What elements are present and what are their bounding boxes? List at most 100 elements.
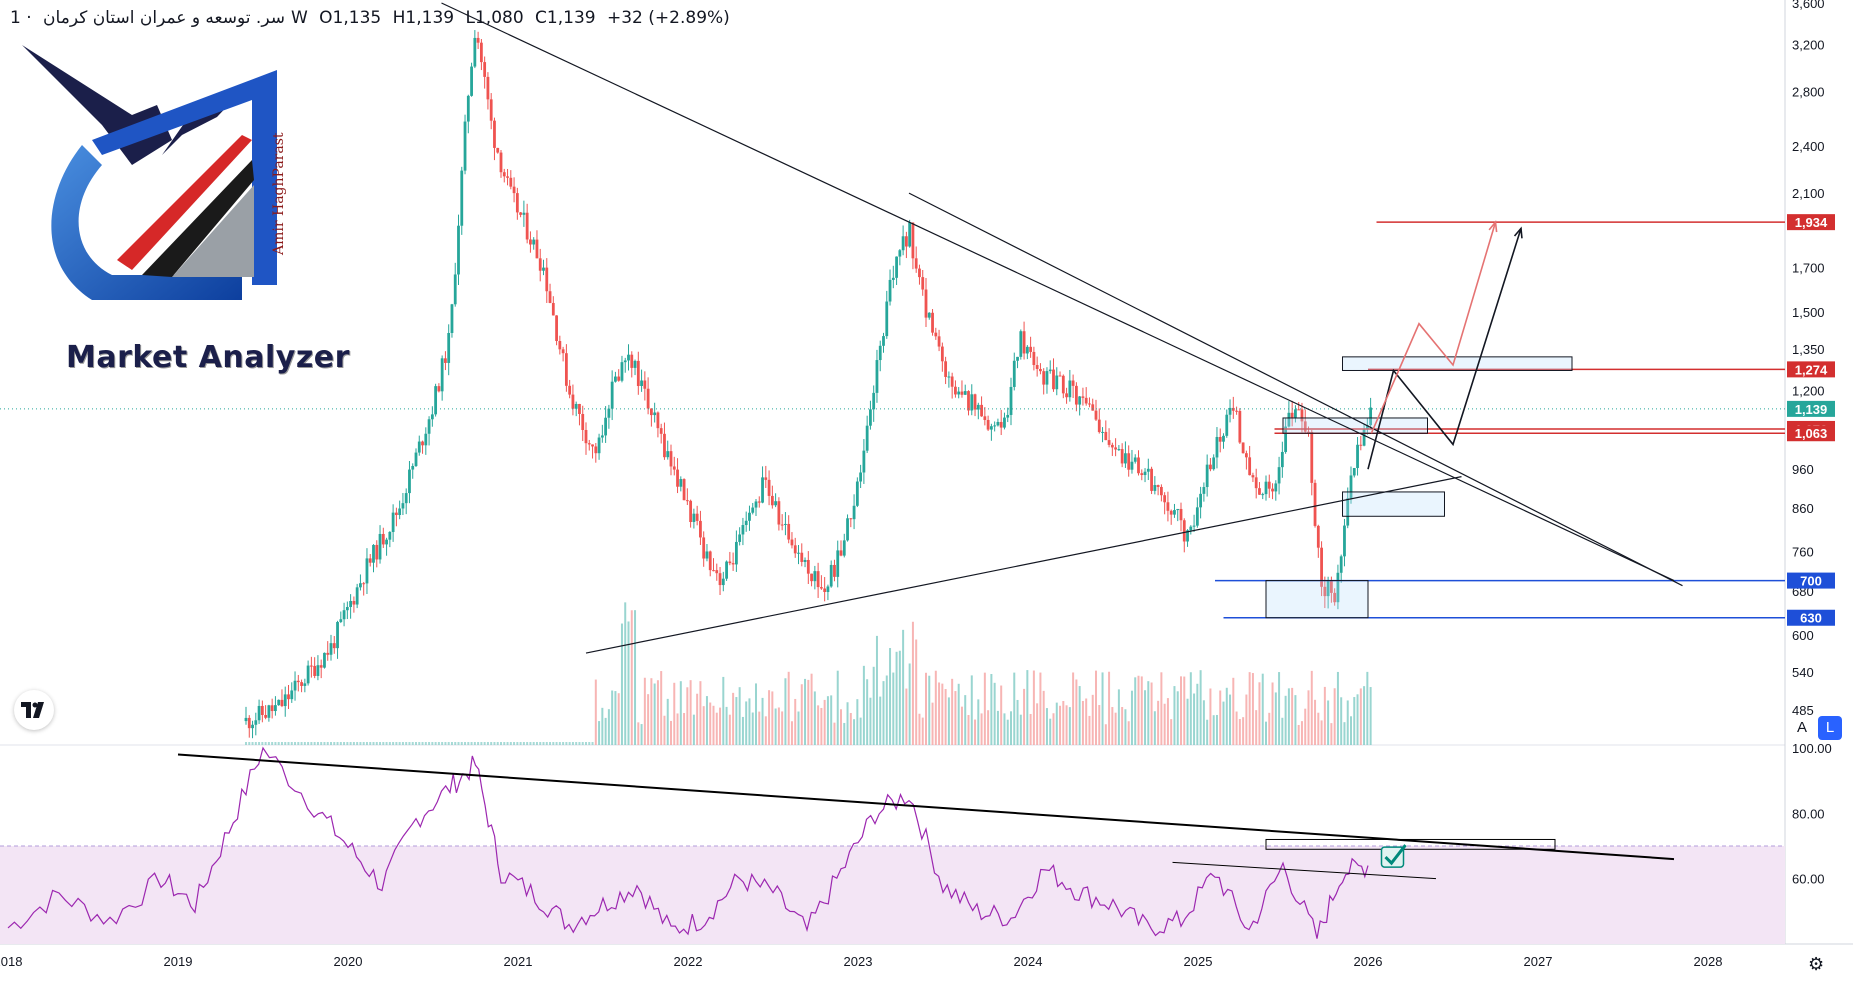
candle-body: [607, 408, 611, 418]
volume-bar: [656, 680, 659, 745]
candle-body: [1307, 431, 1310, 433]
volume-bar: [964, 695, 967, 745]
volume-bar: [1235, 711, 1238, 745]
candle-body: [630, 354, 634, 368]
volume-bar: [1222, 701, 1225, 745]
volume-bar: [1193, 693, 1196, 745]
volume-bar: [1291, 687, 1294, 745]
volume-bar: [934, 670, 937, 745]
log-scale-button[interactable]: L: [1818, 716, 1842, 740]
volume-bar: [522, 742, 525, 745]
candle-body: [1097, 419, 1101, 433]
volume-bar: [519, 742, 522, 745]
candle-body: [597, 437, 601, 454]
volume-bar: [715, 712, 718, 745]
volume-bar: [781, 711, 784, 745]
volume-bar: [320, 742, 323, 745]
candle-body: [989, 426, 993, 430]
candle-body: [643, 380, 647, 389]
candle-body: [636, 360, 640, 387]
volume-bar: [1317, 712, 1320, 745]
candle-body: [1202, 487, 1206, 494]
volume-bar: [1075, 679, 1078, 745]
price-level-tag: [1787, 425, 1835, 442]
volume-bar: [565, 742, 568, 745]
candle-body: [699, 520, 702, 538]
interval[interactable]: 1W: [10, 8, 308, 28]
candle-body: [1356, 444, 1359, 469]
candle-body: [1222, 435, 1225, 442]
time-tick-label: 2022: [674, 954, 703, 969]
candle-body: [440, 358, 444, 392]
volume-bar: [735, 697, 738, 745]
candle-body: [875, 360, 879, 393]
candle-body: [1277, 467, 1281, 484]
volume-bar: [1287, 688, 1290, 745]
time-tick-label: 2020: [334, 954, 363, 969]
candle-body: [274, 705, 277, 712]
time-tick-label: 2023: [844, 954, 873, 969]
auto-scale-button[interactable]: A: [1796, 719, 1807, 736]
candle-body: [708, 551, 712, 571]
candle-body: [359, 583, 362, 588]
volume-bar: [1160, 672, 1163, 745]
time-tick-label: 2026: [1354, 954, 1383, 969]
candle-body: [244, 717, 248, 722]
candle-body: [911, 222, 915, 259]
projection-path-red-arrowhead: [1488, 220, 1498, 233]
volume-bar: [1261, 673, 1264, 745]
candle-body: [283, 694, 287, 707]
candle-body: [656, 412, 660, 429]
price-tick-label: 600: [1792, 628, 1814, 643]
candle-body: [479, 42, 483, 63]
candle-body: [633, 360, 637, 368]
candle-body: [610, 381, 614, 409]
volume-bar: [431, 742, 434, 745]
candle-body: [823, 588, 827, 592]
volume-bar: [996, 710, 999, 745]
volume-bar: [1359, 688, 1362, 745]
ohlc-high: H1,139: [392, 8, 455, 28]
volume-bar: [1055, 702, 1058, 745]
candle-body: [1052, 369, 1055, 390]
volume-bar: [297, 742, 300, 745]
candle-body: [967, 391, 970, 411]
symbol-name[interactable]: سر. توسعه و عمران استان کرمان: [43, 8, 285, 28]
volume-bar: [889, 648, 892, 745]
candle-body: [774, 501, 778, 506]
volume-bar: [575, 742, 578, 745]
candle-body: [1189, 526, 1193, 531]
volume-bar: [437, 742, 440, 745]
candle-body: [757, 501, 761, 503]
price-tick-label: 960: [1792, 462, 1814, 477]
candle-body: [904, 236, 908, 247]
volume-bar: [732, 692, 735, 745]
candle-body: [1032, 351, 1036, 366]
candle-body: [293, 680, 297, 691]
candle-body: [519, 212, 523, 215]
candle-body: [532, 239, 536, 245]
price-tick-label: 1,500: [1792, 305, 1825, 320]
volume-bar: [343, 742, 346, 745]
candle-body: [1346, 498, 1350, 526]
candle-body: [591, 444, 594, 447]
gear-icon[interactable]: ⚙: [1808, 954, 1825, 974]
candle-body: [463, 121, 467, 171]
volume-bar: [588, 742, 591, 745]
volume-bar: [1215, 714, 1218, 745]
candle-body: [764, 477, 768, 480]
tradingview-logo-icon[interactable]: [14, 690, 54, 730]
volume-bar: [441, 742, 444, 745]
volume-bar: [535, 742, 538, 745]
volume-bar: [356, 742, 359, 745]
candle-body: [640, 380, 643, 387]
candle-body: [751, 507, 755, 513]
candle-body: [578, 403, 581, 414]
rsi-trendline: [1172, 861, 1437, 880]
volume-bar: [774, 708, 777, 745]
volume-bar: [843, 722, 846, 745]
volume-bar: [977, 699, 980, 745]
volume-bar: [274, 742, 277, 745]
volume-bar: [1219, 690, 1222, 745]
